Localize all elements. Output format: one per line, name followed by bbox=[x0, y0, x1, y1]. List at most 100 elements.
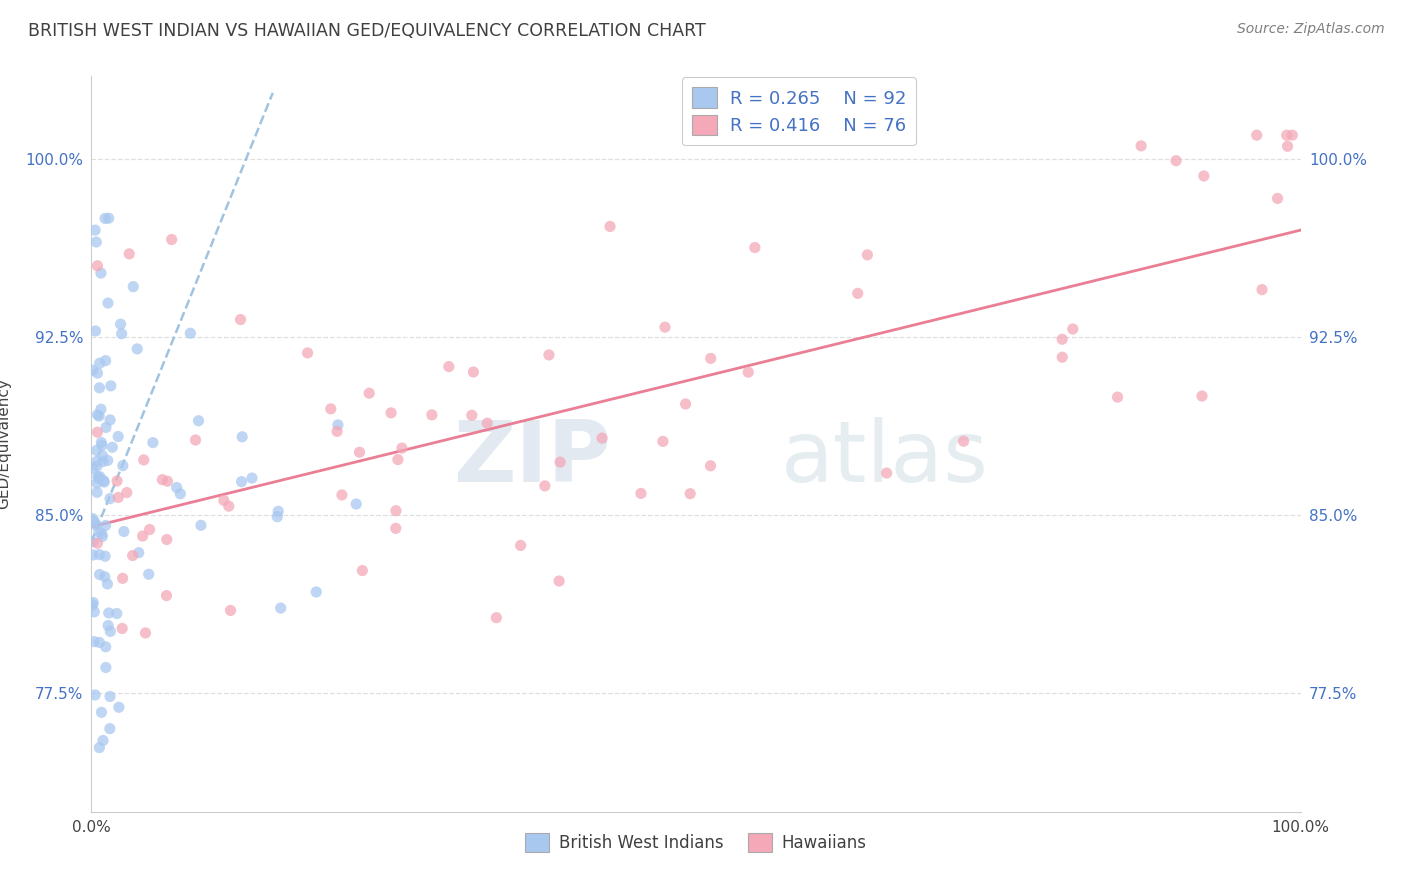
Point bbox=[97, 296, 120, 310]
Point bbox=[463, 365, 485, 379]
Point bbox=[90, 435, 112, 450]
Point bbox=[699, 458, 721, 473]
Point bbox=[231, 430, 253, 444]
Point bbox=[187, 414, 209, 428]
Point bbox=[84, 517, 107, 532]
Point bbox=[89, 548, 111, 562]
Point bbox=[142, 435, 165, 450]
Point bbox=[1050, 332, 1073, 346]
Point bbox=[118, 247, 141, 261]
Point bbox=[420, 408, 443, 422]
Point bbox=[86, 425, 108, 440]
Point bbox=[437, 359, 460, 374]
Point bbox=[349, 445, 371, 459]
Point bbox=[93, 474, 115, 488]
Point bbox=[91, 438, 114, 452]
Point bbox=[212, 493, 235, 508]
Point bbox=[86, 454, 108, 468]
Text: atlas: atlas bbox=[780, 417, 988, 500]
Point bbox=[101, 440, 124, 454]
Point bbox=[461, 409, 484, 423]
Point bbox=[1107, 390, 1129, 404]
Point bbox=[1192, 169, 1215, 183]
Point bbox=[270, 601, 292, 615]
Point bbox=[155, 589, 177, 603]
Point bbox=[326, 417, 349, 432]
Point bbox=[90, 526, 112, 541]
Point bbox=[82, 534, 104, 549]
Point bbox=[169, 487, 191, 501]
Point bbox=[97, 211, 120, 226]
Point bbox=[82, 598, 104, 612]
Point bbox=[675, 397, 697, 411]
Point bbox=[94, 353, 117, 368]
Text: BRITISH WEST INDIAN VS HAWAIIAN GED/EQUIVALENCY CORRELATION CHART: BRITISH WEST INDIAN VS HAWAIIAN GED/EQUI… bbox=[28, 22, 706, 40]
Point bbox=[111, 622, 134, 636]
Point bbox=[105, 607, 128, 621]
Point bbox=[1164, 153, 1187, 168]
Point bbox=[134, 626, 156, 640]
Point bbox=[110, 326, 132, 341]
Point bbox=[89, 356, 111, 370]
Point bbox=[1267, 191, 1289, 205]
Point bbox=[219, 603, 242, 617]
Point bbox=[94, 640, 117, 654]
Point bbox=[89, 635, 111, 649]
Point bbox=[548, 574, 571, 588]
Point bbox=[599, 219, 621, 234]
Point bbox=[548, 455, 571, 469]
Point bbox=[477, 416, 499, 430]
Point bbox=[1251, 283, 1274, 297]
Point bbox=[122, 279, 145, 293]
Point bbox=[97, 453, 120, 467]
Point bbox=[344, 497, 367, 511]
Point bbox=[115, 485, 138, 500]
Point bbox=[86, 443, 108, 458]
Point bbox=[485, 610, 508, 624]
Point bbox=[326, 425, 349, 439]
Point bbox=[179, 326, 201, 341]
Point bbox=[156, 474, 179, 488]
Point bbox=[699, 351, 721, 366]
Point bbox=[391, 441, 413, 455]
Point bbox=[94, 518, 117, 533]
Point bbox=[1052, 350, 1074, 364]
Point bbox=[82, 511, 104, 525]
Point bbox=[84, 688, 107, 702]
Point bbox=[84, 324, 107, 338]
Point bbox=[856, 248, 879, 262]
Point bbox=[229, 312, 252, 326]
Point bbox=[91, 455, 114, 469]
Point bbox=[537, 348, 560, 362]
Point bbox=[846, 286, 869, 301]
Point bbox=[89, 381, 111, 395]
Point bbox=[1281, 128, 1303, 143]
Point bbox=[97, 606, 120, 620]
Point bbox=[91, 529, 114, 543]
Point bbox=[1277, 139, 1299, 153]
Point bbox=[97, 618, 120, 632]
Point bbox=[86, 259, 108, 273]
Point bbox=[89, 567, 111, 582]
Point bbox=[86, 476, 108, 491]
Point bbox=[100, 379, 122, 393]
Point bbox=[86, 408, 108, 422]
Point bbox=[94, 549, 117, 564]
Point bbox=[84, 235, 107, 249]
Point bbox=[138, 567, 160, 582]
Legend: British West Indians, Hawaiians: British West Indians, Hawaiians bbox=[519, 826, 873, 859]
Point bbox=[166, 481, 188, 495]
Point bbox=[387, 452, 409, 467]
Point bbox=[86, 459, 108, 474]
Point bbox=[96, 577, 118, 591]
Point bbox=[87, 470, 110, 484]
Point bbox=[105, 474, 128, 488]
Point bbox=[90, 266, 112, 280]
Point bbox=[679, 486, 702, 500]
Point bbox=[89, 409, 111, 423]
Text: ZIP: ZIP bbox=[454, 417, 612, 500]
Point bbox=[630, 486, 652, 500]
Point bbox=[231, 475, 253, 489]
Text: Source: ZipAtlas.com: Source: ZipAtlas.com bbox=[1237, 22, 1385, 37]
Point bbox=[190, 518, 212, 533]
